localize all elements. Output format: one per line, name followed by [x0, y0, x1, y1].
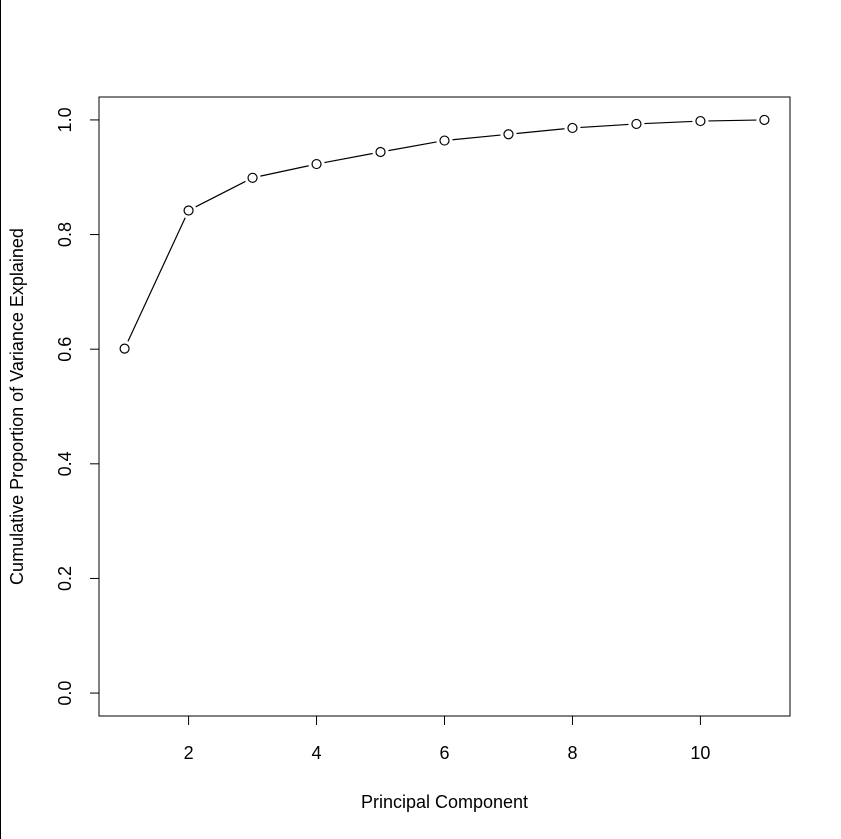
y-tick-label: 0.0	[55, 681, 75, 706]
series-line-segment	[644, 120, 693, 125]
y-tick-label: 0.8	[55, 222, 75, 247]
series-line-group	[127, 119, 757, 342]
window-left-edge	[0, 0, 1, 839]
x-tick-label: 4	[312, 743, 322, 763]
series-line-segment	[324, 152, 373, 164]
data-point	[247, 172, 258, 183]
plot-frame	[98, 96, 791, 717]
series-points-group	[119, 114, 770, 354]
data-point	[759, 114, 770, 126]
x-axis: 2 4 6 8 10	[184, 715, 710, 763]
data-point	[631, 118, 642, 130]
x-tick-label: 6	[439, 743, 449, 763]
series-line-segment	[260, 165, 309, 177]
y-tick-label: 0.4	[55, 451, 75, 476]
data-point	[183, 205, 194, 216]
data-point	[695, 115, 706, 127]
data-point	[439, 135, 450, 146]
x-tick-label: 10	[690, 743, 710, 763]
y-axis-label: Cumulative Proportion of Variance Explai…	[7, 228, 27, 585]
series-line-segment	[195, 180, 246, 208]
series-line-segment	[452, 134, 501, 141]
data-point	[311, 158, 322, 170]
y-tick-label: 1.0	[55, 107, 75, 132]
data-point	[503, 129, 514, 140]
y-axis: 0.0 0.2 0.4 0.6 0.8 1.0	[55, 107, 100, 706]
y-tick-label: 0.6	[55, 337, 75, 362]
y-tick-label: 0.2	[55, 566, 75, 591]
data-point	[119, 343, 130, 354]
x-tick-label: 8	[567, 743, 577, 763]
series-line-segment	[708, 119, 757, 122]
data-point	[375, 146, 386, 158]
x-axis-label: Principal Component	[361, 792, 528, 812]
series-line-segment	[127, 217, 186, 342]
x-tick-label: 2	[184, 743, 194, 763]
series-line-segment	[388, 141, 437, 152]
data-point	[567, 122, 578, 134]
series-line-segment	[516, 128, 565, 135]
series-line-segment	[580, 123, 629, 129]
